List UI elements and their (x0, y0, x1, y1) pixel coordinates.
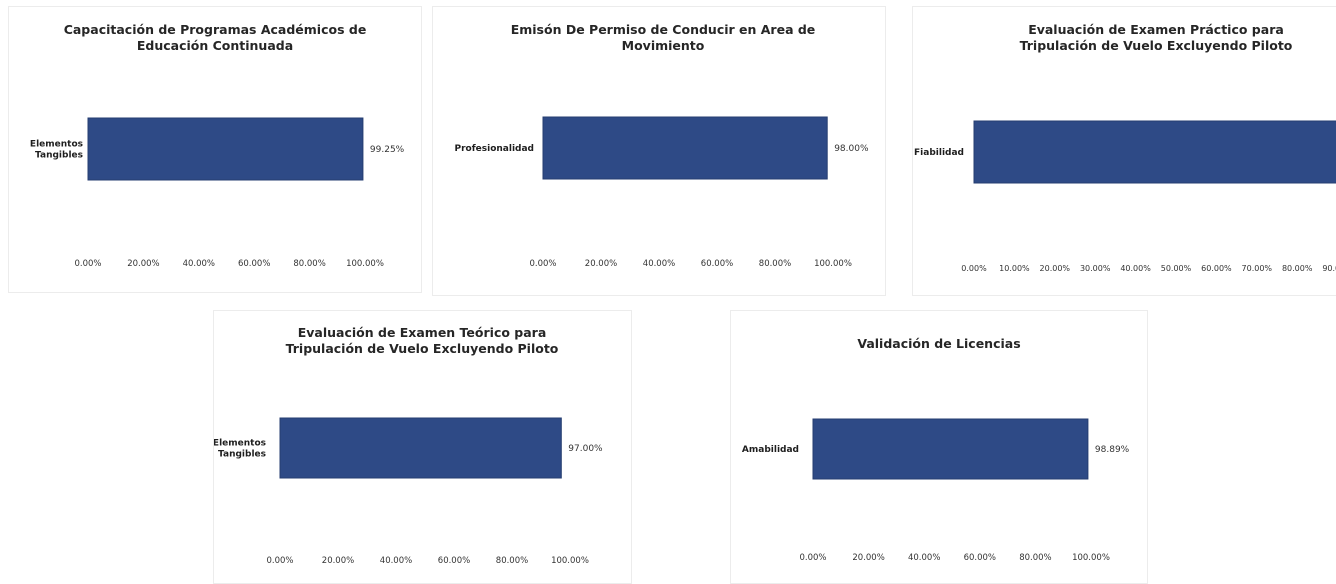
x-tick-label: 60.00% (238, 259, 270, 269)
bar (279, 417, 562, 479)
x-tick-label: 30.00% (1080, 264, 1111, 273)
x-tick-label: 100.00% (814, 259, 852, 269)
category-label: Elementos (214, 439, 266, 449)
x-tick-label: 0.00% (799, 553, 826, 563)
category-label: Fiabilidad (914, 148, 964, 158)
chart-title-line: Validación de Licencias (857, 336, 1020, 351)
chart-examen-teorico: Evaluación de Examen Teórico paraTripula… (214, 325, 603, 566)
x-tick-label: 0.00% (961, 264, 987, 273)
x-tick-label: 60.00% (1201, 264, 1232, 273)
chart-panel-examen-practico: Evaluación de Examen Práctico para Tripul… (912, 6, 1336, 296)
category-label: Amabilidad (742, 445, 799, 455)
x-tick-label: 20.00% (322, 556, 354, 566)
x-tick-label: 100.00% (551, 556, 589, 566)
bar (973, 120, 1336, 184)
x-tick-label: 0.00% (74, 259, 101, 269)
x-tick-label: 80.00% (759, 259, 791, 269)
chart-panel-emision: Emisón De Permiso de Conducir en Area de… (432, 6, 886, 296)
x-tick-label: 40.00% (908, 553, 940, 563)
x-tick-label: 20.00% (585, 259, 617, 269)
data-label: 98.89% (1095, 445, 1130, 455)
chart-title-line: Emisón De Permiso de Conducir en Area de (511, 22, 816, 37)
chart-title-line: Movimiento (622, 38, 705, 53)
x-tick-label: 50.00% (1161, 264, 1192, 273)
x-tick-label: 60.00% (438, 556, 470, 566)
x-tick-label: 60.00% (701, 259, 733, 269)
chart-panel-validacion: Validación de Licencias Amabilidad 98.89% 0… (730, 310, 1148, 584)
bar (87, 117, 364, 181)
chart-validacion: Validación de Licencias Amabilidad 98.89% 0… (742, 336, 1130, 563)
data-label: 99.25% (370, 145, 405, 155)
category-label: Profesionalidad (455, 144, 534, 154)
x-tick-label: 0.00% (266, 556, 293, 566)
bar (812, 418, 1089, 480)
category-label: Tangibles (218, 450, 266, 460)
x-tick-label: 90.00% (1322, 264, 1336, 273)
chart-panel-examen-teorico: Evaluación de Examen Teórico para Tripula… (213, 310, 632, 584)
x-tick-label: 20.00% (852, 553, 884, 563)
chart-emision: Emisón De Permiso de Conducir en Area de… (455, 22, 869, 269)
x-tick-label: 40.00% (380, 556, 412, 566)
category-label: Elementos (30, 140, 83, 150)
chart-title-line: Educación Continuada (137, 38, 293, 53)
x-tick-label: 70.00% (1242, 264, 1273, 273)
x-tick-label: 80.00% (496, 556, 528, 566)
chart-title-line: Tripulación de Vuelo Excluyendo Piloto (286, 341, 559, 356)
x-tick-label: 0.00% (529, 259, 556, 269)
chart-examen-practico: Evaluación de Examen Práctico paraTripul… (914, 22, 1336, 273)
x-tick-label: 40.00% (183, 259, 215, 269)
x-tick-label: 80.00% (1282, 264, 1313, 273)
data-label: 98.00% (834, 144, 869, 154)
bar (542, 116, 828, 180)
x-tick-label: 100.00% (346, 259, 384, 269)
chart-panel-capacitacion: Capacitación de Programas Académicos de E… (8, 6, 422, 293)
x-tick-label: 80.00% (293, 259, 325, 269)
category-label: Tangibles (35, 151, 83, 161)
data-label: 97.00% (568, 444, 603, 454)
x-tick-label: 40.00% (643, 259, 675, 269)
x-tick-label: 100.00% (1072, 553, 1110, 563)
chart-title-line: Tripulación de Vuelo Excluyendo Piloto (1020, 38, 1293, 53)
x-tick-label: 20.00% (1040, 264, 1071, 273)
x-tick-label: 80.00% (1019, 553, 1051, 563)
chart-capacitacion: Capacitación de Programas Académicos deE… (30, 22, 405, 269)
chart-title-line: Evaluación de Examen Teórico para (298, 325, 547, 340)
chart-title-line: Evaluación de Examen Práctico para (1028, 22, 1284, 37)
chart-title-line: Capacitación de Programas Académicos de (64, 22, 367, 37)
x-tick-label: 60.00% (964, 553, 996, 563)
x-tick-label: 20.00% (127, 259, 159, 269)
x-tick-label: 10.00% (999, 264, 1030, 273)
x-tick-label: 40.00% (1120, 264, 1151, 273)
